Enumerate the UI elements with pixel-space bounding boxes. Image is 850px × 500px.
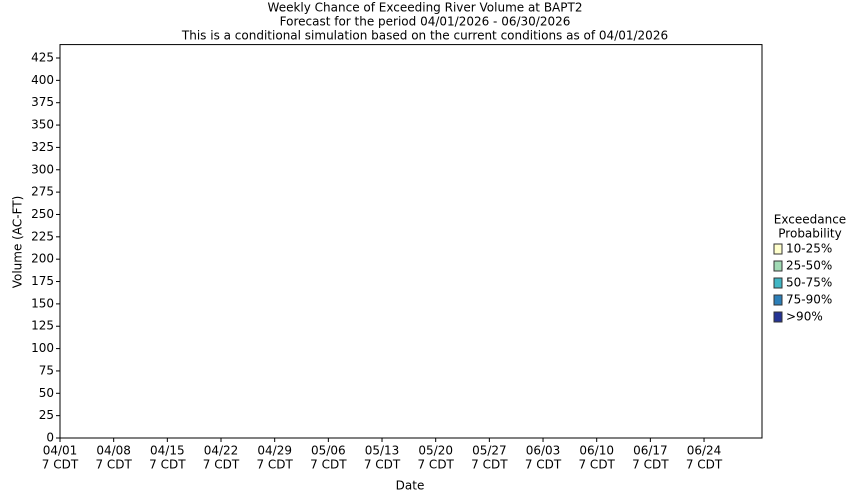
- y-tick-label: 225: [31, 229, 54, 243]
- plot-background: [60, 44, 762, 439]
- chart-subtitle: Forecast for the period 04/01/2026 - 06/…: [280, 15, 571, 29]
- y-tick-label: 100: [31, 341, 54, 355]
- legend-label: 75-90%: [786, 293, 832, 307]
- y-tick-label: 25: [39, 408, 54, 422]
- legend-label: >90%: [786, 310, 823, 324]
- x-tick-sublabel: 7 CDT: [471, 458, 508, 472]
- x-tick-sublabel: 7 CDT: [203, 458, 240, 472]
- x-tick-sublabel: 7 CDT: [686, 458, 723, 472]
- y-tick-label: 275: [31, 185, 54, 199]
- x-tick-label: 05/13: [365, 444, 400, 458]
- x-tick-label: 04/08: [96, 444, 131, 458]
- legend-label: 50-75%: [786, 276, 832, 290]
- x-tick-sublabel: 7 CDT: [42, 458, 79, 472]
- x-tick-sublabel: 7 CDT: [256, 458, 293, 472]
- x-tick-label: 04/15: [150, 444, 185, 458]
- legend-swatch: [773, 294, 783, 306]
- x-axis-label: Date: [396, 479, 425, 493]
- legend-swatch: [773, 277, 783, 289]
- x-tick-label: 05/27: [472, 444, 507, 458]
- legend-label: 25-50%: [786, 259, 832, 273]
- y-tick-label: 250: [31, 207, 54, 221]
- legend-swatch: [773, 260, 783, 272]
- y-tick-label: 75: [39, 363, 54, 377]
- x-tick-label: 04/29: [257, 444, 292, 458]
- x-tick-sublabel: 7 CDT: [632, 458, 669, 472]
- y-tick-label: 0: [46, 431, 54, 445]
- legend-label: 10-25%: [786, 242, 832, 256]
- x-tick-label: 06/24: [687, 444, 722, 458]
- y-tick-label: 125: [31, 319, 54, 333]
- plot-border: [59, 44, 763, 439]
- x-tick-sublabel: 7 CDT: [310, 458, 347, 472]
- y-tick-label: 325: [31, 140, 54, 154]
- x-tick-sublabel: 7 CDT: [578, 458, 615, 472]
- y-tick-label: 300: [31, 162, 54, 176]
- y-tick-label: 150: [31, 296, 54, 310]
- chart-title: Weekly Chance of Exceeding River Volume …: [268, 1, 583, 15]
- legend-swatch: [773, 243, 783, 255]
- x-tick-sublabel: 7 CDT: [95, 458, 132, 472]
- legend-title: Probability: [778, 227, 841, 241]
- x-tick-label: 04/01: [43, 444, 78, 458]
- y-tick-label: 175: [31, 274, 54, 288]
- y-tick-label: 400: [31, 73, 54, 87]
- x-tick-sublabel: 7 CDT: [149, 458, 186, 472]
- y-tick-label: 425: [31, 51, 54, 65]
- x-tick-label: 06/03: [526, 444, 561, 458]
- x-tick-sublabel: 7 CDT: [364, 458, 401, 472]
- x-tick-label: 05/06: [311, 444, 346, 458]
- legend-swatch: [773, 311, 783, 323]
- chart-subtitle: This is a conditional simulation based o…: [181, 29, 668, 43]
- x-tick-label: 04/22: [204, 444, 239, 458]
- y-tick-label: 50: [39, 386, 54, 400]
- x-tick-label: 06/17: [633, 444, 668, 458]
- x-tick-label: 05/20: [418, 444, 453, 458]
- y-tick-label: 350: [31, 118, 54, 132]
- x-tick-sublabel: 7 CDT: [417, 458, 454, 472]
- x-tick-sublabel: 7 CDT: [525, 458, 562, 472]
- y-tick-label: 200: [31, 252, 54, 266]
- x-tick-label: 06/10: [579, 444, 614, 458]
- y-tick-label: 375: [31, 95, 54, 109]
- y-axis-label: Volume (AC-FT): [11, 196, 25, 289]
- legend-title: Exceedance: [774, 213, 846, 227]
